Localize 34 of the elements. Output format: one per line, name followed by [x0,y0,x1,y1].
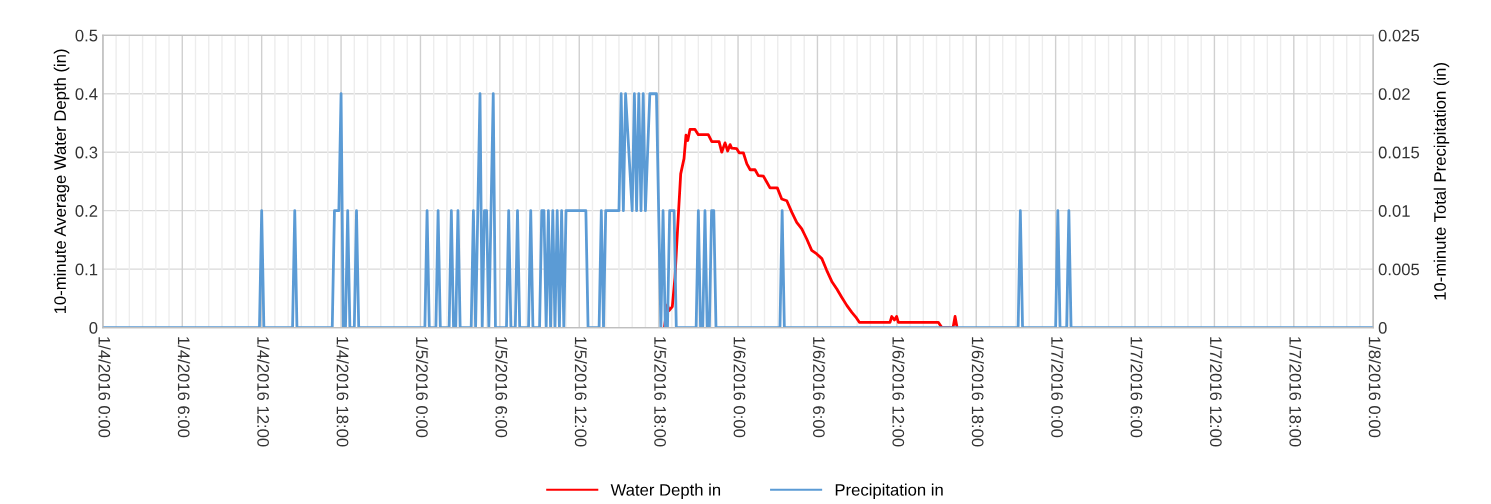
y-tick-label: 0.1 [75,263,98,276]
y2-axis-title: 10-minute Total Precipitation (in) [1433,63,1450,300]
line-series [662,128,959,328]
x-tick-label: 1/6/2016 0:00 [733,337,746,438]
legend-label: Precipitation in [835,483,943,500]
x-tick-label: 1/7/2016 6:00 [1130,337,1143,438]
y2-tick-label: 0.025 [1378,29,1420,42]
x-tick-label: 1/4/2016 0:00 [98,337,111,438]
legend-label: Water Depth in [610,483,721,500]
y2-tick-label: 0.015 [1378,146,1420,159]
y-tick-label: 0.2 [75,205,98,217]
x-tick-label: 1/7/2016 18:00 [1289,337,1302,447]
x-tick-label: 1/7/2016 0:00 [1051,337,1064,438]
x-tick-label: 1/8/2016 0:00 [1368,337,1381,438]
y2-tick-label: 0 [1378,322,1387,334]
y-tick-label: 0.5 [75,29,98,42]
x-tick-label: 1/6/2016 6:00 [812,337,826,438]
x-tick-label: 1/6/2016 12:00 [892,337,905,447]
x-tick-label: 1/4/2016 6:00 [177,337,191,438]
y-tick-label: 0.4 [75,88,98,100]
y2-tick-label: 0.005 [1378,263,1420,276]
x-tick-label: 1/5/2016 6:00 [495,337,508,438]
x-tick-label: 1/4/2016 18:00 [336,337,349,447]
y2-tick-label: 0.02 [1378,88,1410,100]
x-tick-label: 1/5/2016 18:00 [654,337,667,447]
y-tick-label: 0.3 [75,146,98,159]
x-tick-label: 1/7/2016 12:00 [1209,337,1223,447]
x-tick-label: 1/6/2016 18:00 [971,337,984,447]
y-tick-label: 0 [89,322,98,334]
y2-tick-label: 0.01 [1378,205,1410,217]
x-tick-label: 1/5/2016 0:00 [415,337,429,438]
x-tick-label: 1/5/2016 12:00 [574,337,588,447]
y-axis-title: 10-minute Average Water Depth (in) [53,49,70,314]
x-tick-label: 1/4/2016 12:00 [257,337,270,447]
